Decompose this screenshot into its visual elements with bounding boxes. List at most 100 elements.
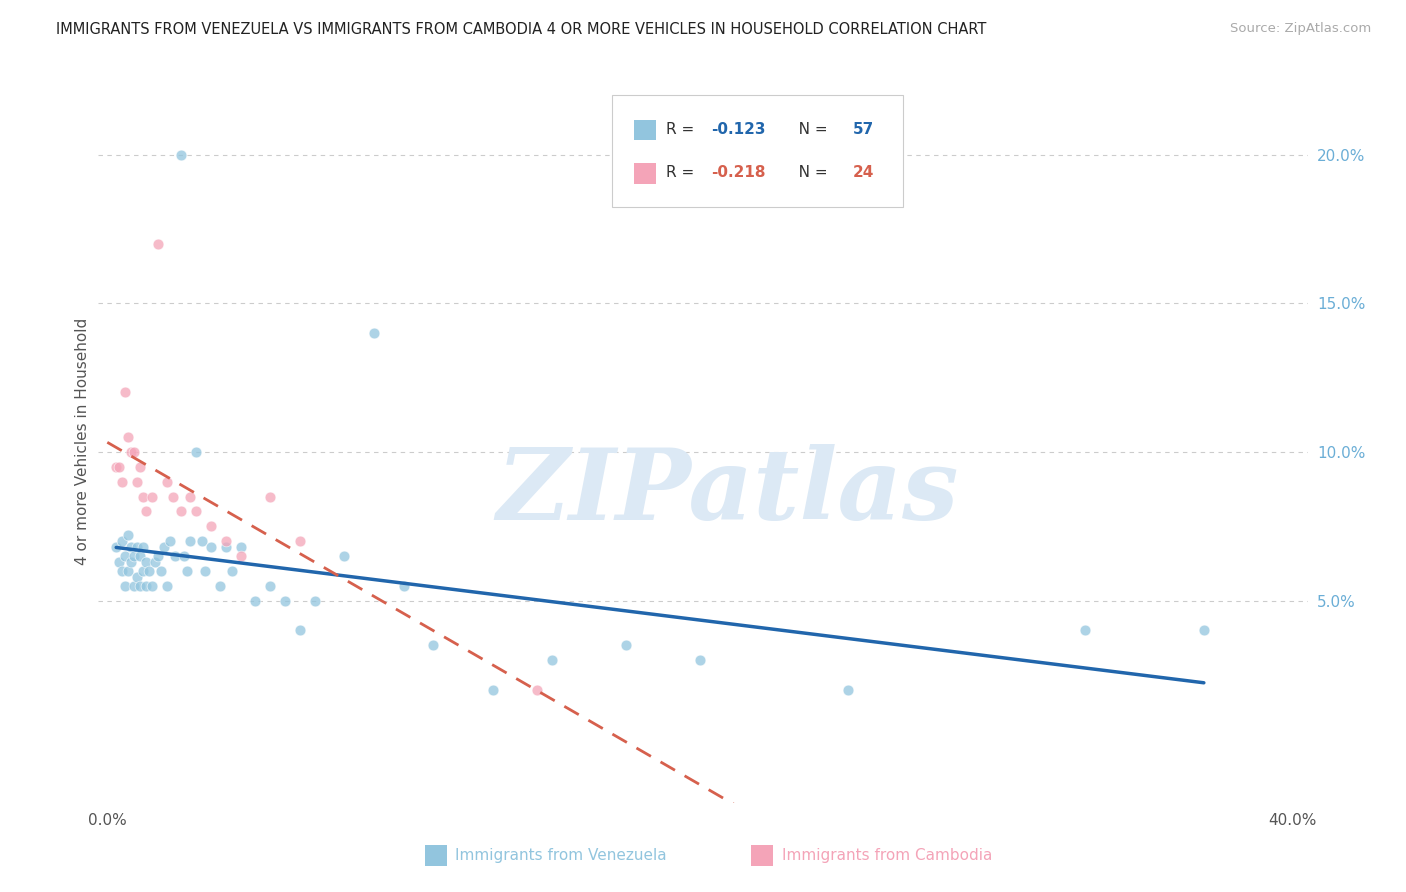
Text: Immigrants from Cambodia: Immigrants from Cambodia [782, 848, 993, 863]
Point [125, 540, 148, 554]
Point [208, 579, 231, 593]
Point [194, 564, 217, 578]
Point [108, 459, 131, 474]
Point [105, 540, 128, 554]
Point [191, 534, 214, 549]
Text: 57: 57 [853, 122, 875, 136]
Bar [425, 846, 447, 865]
Point [135, 555, 157, 569]
Point [170, 147, 193, 161]
Point [274, 593, 297, 607]
Point [173, 549, 195, 563]
Text: Immigrants from Venezuela: Immigrants from Venezuela [456, 848, 666, 863]
Point [159, 534, 181, 549]
Point [186, 504, 208, 518]
Point [422, 638, 444, 652]
Text: -0.218: -0.218 [711, 165, 766, 180]
Point [149, 564, 172, 578]
Point [111, 564, 134, 578]
Text: N =: N = [785, 165, 832, 180]
Point [392, 579, 415, 593]
Point [146, 549, 169, 563]
Point [111, 534, 134, 549]
Point [215, 540, 238, 554]
Point [689, 653, 711, 667]
Point [162, 490, 184, 504]
Point [837, 682, 859, 697]
Point [229, 549, 252, 563]
Point [114, 579, 136, 593]
Point [114, 385, 136, 400]
Point [1074, 624, 1097, 638]
Point [614, 638, 637, 652]
Point [122, 579, 145, 593]
Point [132, 490, 155, 504]
Point [120, 445, 142, 459]
Point [155, 579, 177, 593]
Point [129, 549, 152, 563]
Point [111, 475, 134, 489]
Point [120, 555, 142, 569]
Text: IMMIGRANTS FROM VENEZUELA VS IMMIGRANTS FROM CAMBODIA 4 OR MORE VEHICLES IN HOUS: IMMIGRANTS FROM VENEZUELA VS IMMIGRANTS … [56, 22, 987, 37]
Point [288, 624, 311, 638]
Point [165, 549, 187, 563]
Point [259, 579, 281, 593]
FancyBboxPatch shape [613, 95, 903, 207]
Point [176, 564, 198, 578]
Text: ZIPatlas: ZIPatlas [496, 444, 959, 541]
Point [108, 555, 131, 569]
Point [540, 653, 562, 667]
Point [135, 579, 157, 593]
Point [146, 236, 169, 251]
Point [120, 540, 142, 554]
Bar [751, 846, 773, 865]
Point [132, 540, 155, 554]
Point [117, 528, 139, 542]
Point [1192, 624, 1215, 638]
Point [138, 564, 160, 578]
Point [259, 490, 281, 504]
Point [152, 540, 174, 554]
Point [481, 682, 503, 697]
Text: -0.123: -0.123 [711, 122, 766, 136]
Text: N =: N = [785, 122, 832, 136]
Point [170, 504, 193, 518]
Point [143, 555, 166, 569]
Point [186, 445, 208, 459]
Point [122, 445, 145, 459]
Point [229, 540, 252, 554]
Point [288, 534, 311, 549]
Point [125, 570, 148, 584]
Point [129, 459, 152, 474]
Point [155, 475, 177, 489]
Point [114, 549, 136, 563]
Text: R =: R = [665, 165, 699, 180]
Text: R =: R = [665, 122, 699, 136]
Y-axis label: 4 or more Vehicles in Household: 4 or more Vehicles in Household [75, 318, 90, 566]
Point [333, 549, 356, 563]
Point [141, 490, 163, 504]
Text: Source: ZipAtlas.com: Source: ZipAtlas.com [1230, 22, 1371, 36]
Bar [634, 163, 655, 184]
Point [200, 519, 222, 533]
Point [105, 459, 128, 474]
Point [221, 564, 243, 578]
Point [304, 593, 326, 607]
Text: 24: 24 [853, 165, 875, 180]
Point [245, 593, 267, 607]
Point [125, 475, 148, 489]
Point [129, 579, 152, 593]
Point [200, 540, 222, 554]
Point [117, 564, 139, 578]
Bar [634, 120, 655, 140]
Point [141, 579, 163, 593]
Point [135, 504, 157, 518]
Point [132, 564, 155, 578]
Point [363, 326, 385, 340]
Point [117, 430, 139, 444]
Point [122, 549, 145, 563]
Point [179, 534, 201, 549]
Point [215, 534, 238, 549]
Point [179, 490, 201, 504]
Point [526, 682, 548, 697]
